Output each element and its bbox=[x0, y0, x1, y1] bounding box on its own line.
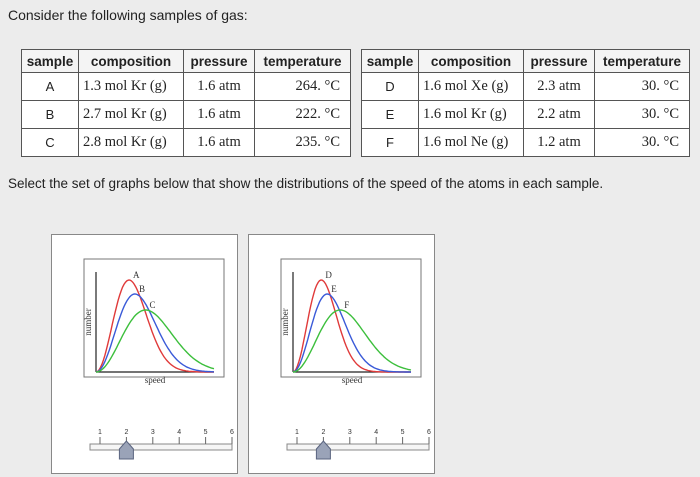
sample-cell: E bbox=[361, 100, 419, 129]
samples-table-left: sample composition pressure temperature … bbox=[21, 49, 351, 157]
plot-frame bbox=[83, 258, 225, 378]
table-row: D 1.6 mol Xe (g) 2.3 atm 30. °C bbox=[361, 72, 690, 101]
header-sample: sample bbox=[361, 49, 419, 73]
header-temperature: temperature bbox=[254, 49, 351, 73]
curve-f bbox=[292, 309, 412, 373]
instruction-text: Select the set of graphs below that show… bbox=[8, 176, 604, 191]
slider-tick-label: 2 bbox=[124, 429, 128, 436]
slider-tick-label: 2 bbox=[321, 429, 325, 436]
slider-tick-label: 6 bbox=[230, 429, 234, 436]
sample-cell: A bbox=[21, 72, 79, 101]
curve-label-c: C bbox=[150, 300, 156, 310]
speed-distribution-graph: number speed ABC 1 2 3 4 5 6 bbox=[83, 258, 234, 460]
slider-tick-label: 5 bbox=[204, 429, 208, 436]
header-composition: composition bbox=[78, 49, 184, 73]
temperature-cell: 235. °C bbox=[254, 128, 351, 157]
curve-label-e: E bbox=[331, 284, 337, 294]
header-pressure: pressure bbox=[183, 49, 255, 73]
temperature-cell: 30. °C bbox=[594, 100, 690, 129]
slider-thumb[interactable] bbox=[315, 440, 331, 460]
composition-cell: 1.6 mol Xe (g) bbox=[418, 72, 524, 101]
pressure-cell: 1.2 atm bbox=[523, 128, 595, 157]
slider-tick-label: 3 bbox=[348, 429, 352, 436]
temperature-cell: 30. °C bbox=[594, 72, 690, 101]
composition-cell: 2.8 mol Kr (g) bbox=[78, 128, 184, 157]
pressure-cell: 2.2 atm bbox=[523, 100, 595, 129]
composition-cell: 1.3 mol Kr (g) bbox=[78, 72, 184, 101]
temperature-cell: 264. °C bbox=[254, 72, 351, 101]
sample-cell: D bbox=[361, 72, 419, 101]
table-row: A 1.3 mol Kr (g) 1.6 atm 264. °C bbox=[21, 72, 351, 101]
x-axis-label: speed bbox=[145, 375, 166, 385]
composition-cell: 1.6 mol Ne (g) bbox=[418, 128, 524, 157]
slider-tick-label: 3 bbox=[151, 429, 155, 436]
y-axis-label: number bbox=[280, 308, 290, 336]
header-composition: composition bbox=[418, 49, 524, 73]
graph-option-1[interactable]: number speed A B C 1 2 3 4 5 6 bbox=[51, 234, 238, 474]
slider-tick-label: 1 bbox=[98, 429, 102, 436]
curve-e bbox=[292, 293, 411, 373]
table-row: C 2.8 mol Kr (g) 1.6 atm 235. °C bbox=[21, 128, 351, 157]
speed-distribution-graph: number speed DEF 1 2 3 4 5 6 bbox=[280, 258, 431, 460]
curve-b bbox=[95, 293, 214, 373]
pressure-cell: 2.3 atm bbox=[523, 72, 595, 101]
graph-option-2[interactable]: number speed D E F 1 2 3 4 5 6 bbox=[248, 234, 435, 474]
sample-cell: B bbox=[21, 100, 79, 129]
curve-c bbox=[95, 309, 215, 373]
header-pressure: pressure bbox=[523, 49, 595, 73]
sample-cell: F bbox=[361, 128, 419, 157]
curve-label-a: A bbox=[133, 270, 140, 280]
question-prompt: Consider the following samples of gas: bbox=[8, 7, 248, 23]
pressure-cell: 1.6 atm bbox=[183, 72, 255, 101]
samples-table-right: sample composition pressure temperature … bbox=[361, 49, 690, 157]
temperature-cell: 30. °C bbox=[594, 128, 690, 157]
curve-label-f: F bbox=[344, 300, 349, 310]
slider-tick-label: 1 bbox=[295, 429, 299, 436]
pressure-cell: 1.6 atm bbox=[183, 100, 255, 129]
slider-tick-label: 4 bbox=[177, 429, 181, 436]
curve-label-b: B bbox=[139, 284, 145, 294]
table-row: F 1.6 mol Ne (g) 1.2 atm 30. °C bbox=[361, 128, 690, 157]
slider-track[interactable] bbox=[89, 443, 233, 451]
composition-cell: 1.6 mol Kr (g) bbox=[418, 100, 524, 129]
x-axis-label: speed bbox=[342, 375, 363, 385]
slider-track[interactable] bbox=[286, 443, 430, 451]
y-axis-label: number bbox=[83, 308, 93, 336]
composition-cell: 2.7 mol Kr (g) bbox=[78, 100, 184, 129]
slider-thumb[interactable] bbox=[118, 440, 134, 460]
sample-cell: C bbox=[21, 128, 79, 157]
curve-a bbox=[95, 279, 214, 373]
header-sample: sample bbox=[21, 49, 79, 73]
slider-tick-label: 6 bbox=[427, 429, 431, 436]
table-row: E 1.6 mol Kr (g) 2.2 atm 30. °C bbox=[361, 100, 690, 129]
header-temperature: temperature bbox=[594, 49, 690, 73]
table-row: B 2.7 mol Kr (g) 1.6 atm 222. °C bbox=[21, 100, 351, 129]
slider-tick-label: 4 bbox=[374, 429, 378, 436]
temperature-cell: 222. °C bbox=[254, 100, 351, 129]
curve-label-d: D bbox=[325, 270, 332, 280]
slider-tick-label: 5 bbox=[401, 429, 405, 436]
pressure-cell: 1.6 atm bbox=[183, 128, 255, 157]
